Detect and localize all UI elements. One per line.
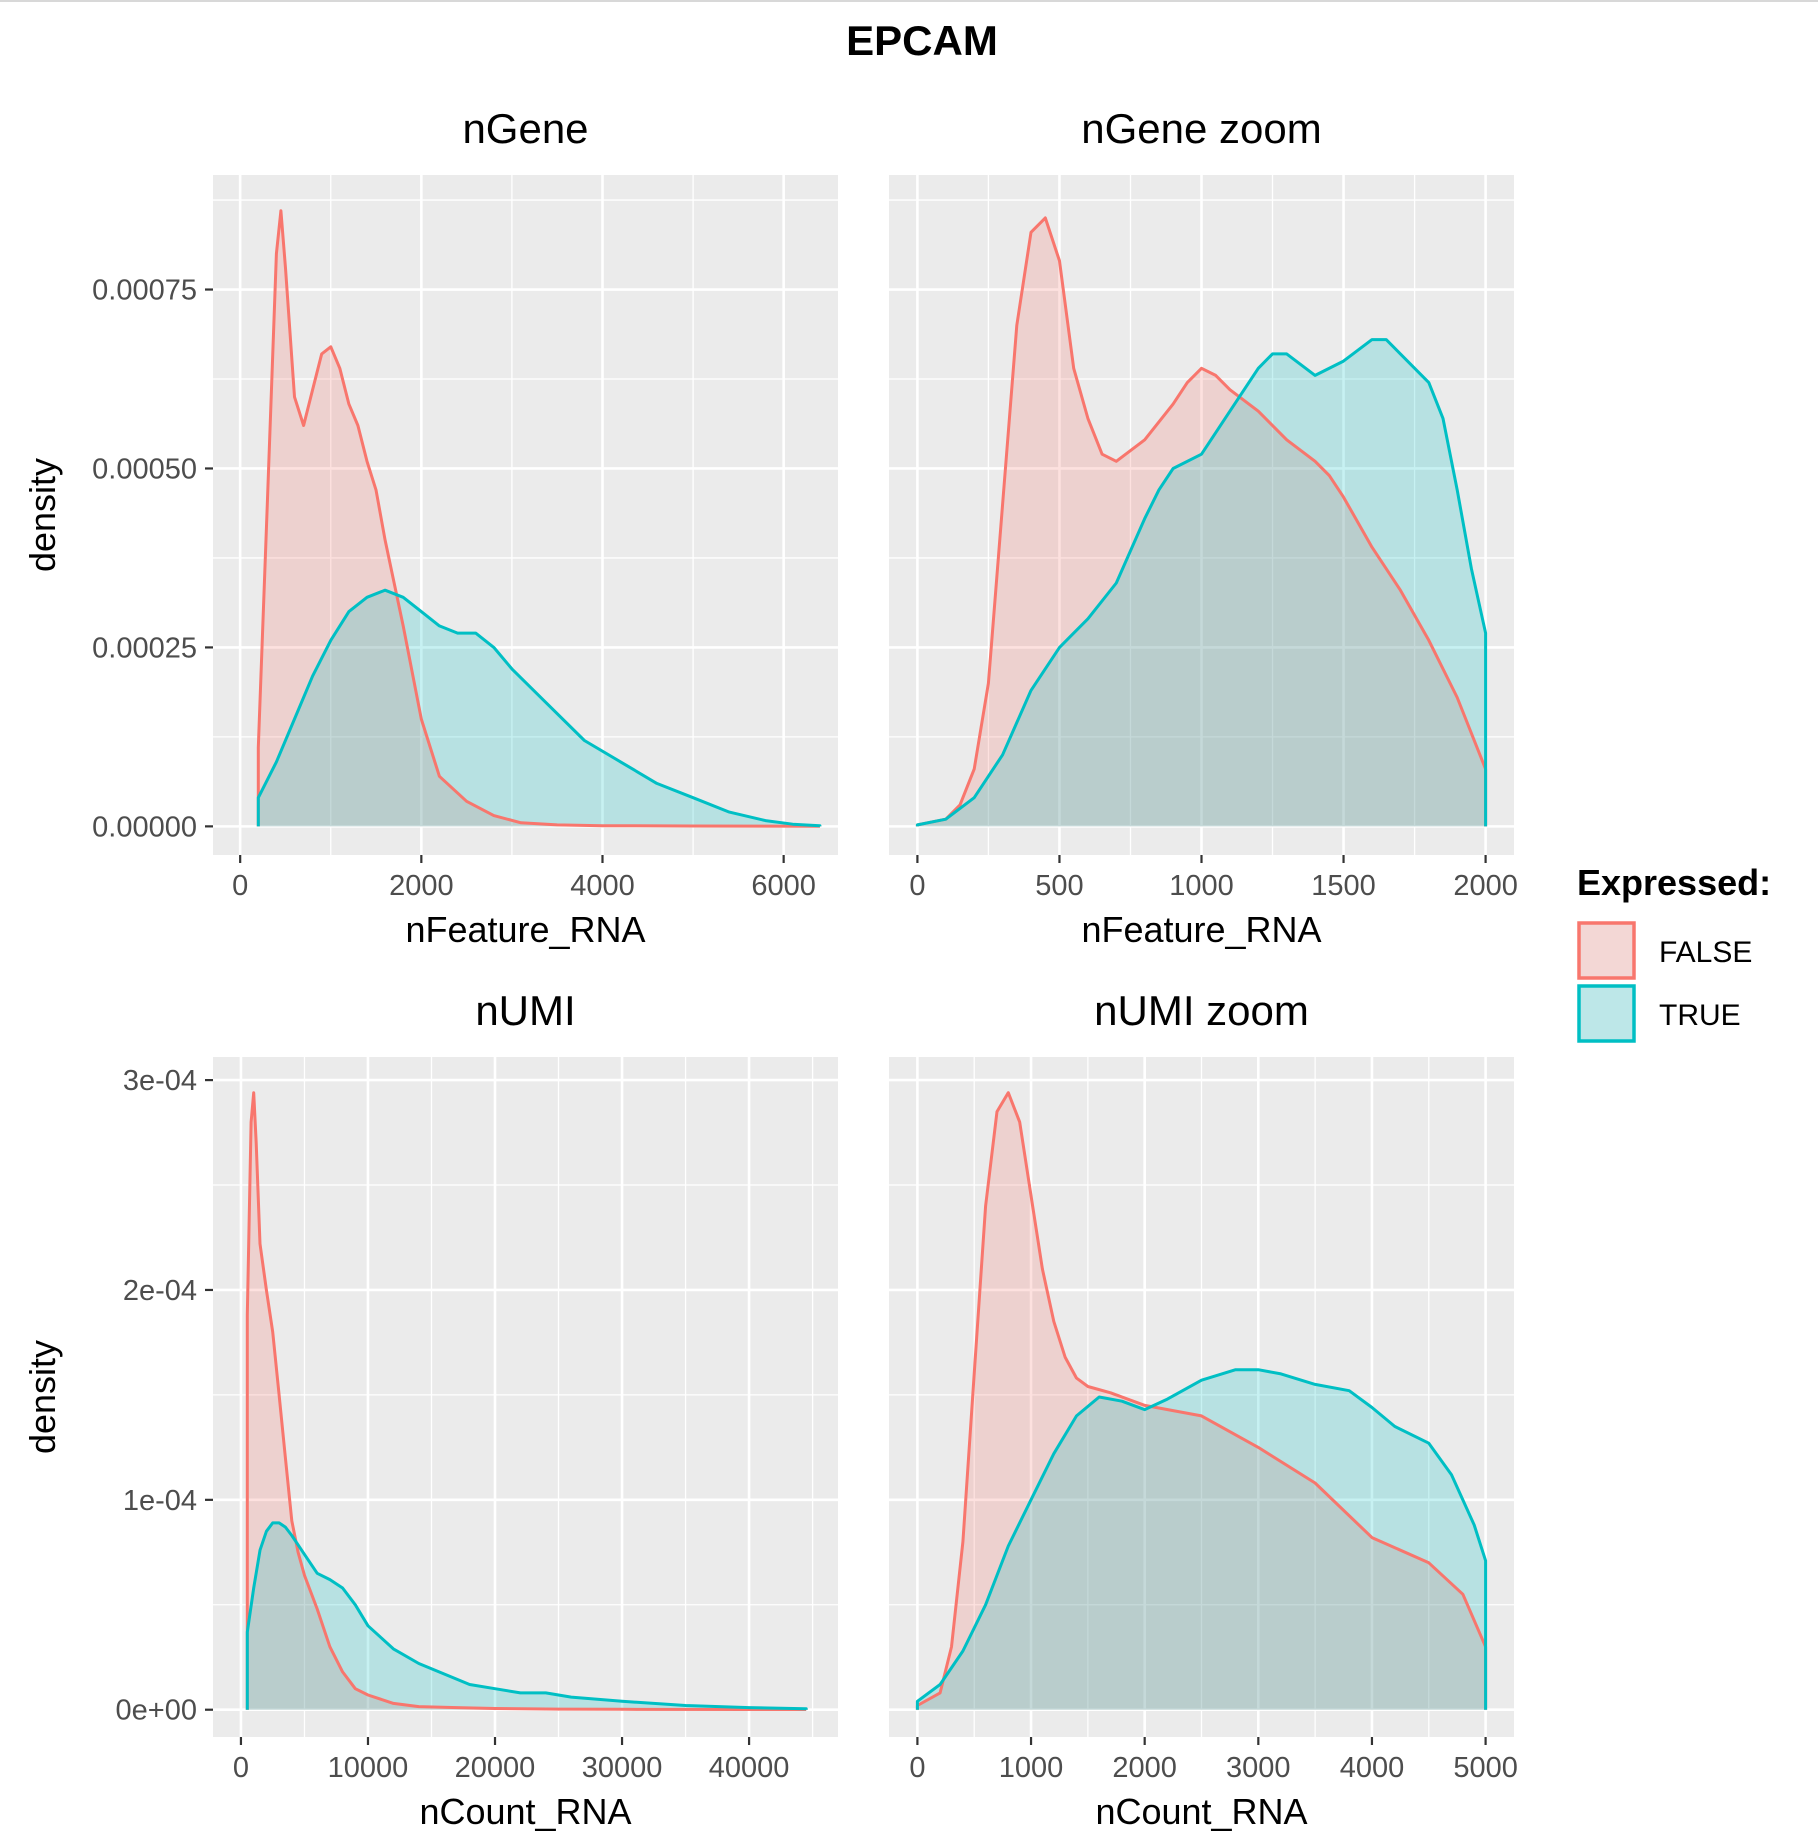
density-fill-true xyxy=(917,1369,1486,1710)
panel-title: nGene zoom xyxy=(1081,105,1321,152)
x-axis-label: nFeature_RNA xyxy=(1081,909,1321,950)
density-fill-false xyxy=(247,1092,807,1710)
x-axis-label: nFeature_RNA xyxy=(405,909,645,950)
top-border xyxy=(0,0,1818,2)
density-fill-false xyxy=(917,217,1486,827)
legend-key-background xyxy=(1578,985,1635,1042)
x-tick-label: 500 xyxy=(1035,870,1083,902)
y-axis-label: density xyxy=(22,458,63,572)
density-fill-true xyxy=(258,590,820,827)
density-line-true xyxy=(245,1521,808,1711)
panel-4: 0 1000 2000 3000 4000 5000 nUMI zoom nCount_RNA xyxy=(889,987,1518,1832)
x-axis-label: nCount_RNA xyxy=(1095,1791,1307,1832)
x-tick-label: 0 xyxy=(909,870,925,902)
y-tick-label: 0.00050 xyxy=(92,453,197,485)
x-tick-label: 3000 xyxy=(1226,1752,1291,1784)
figure-title: EPCAM xyxy=(846,17,998,64)
density-fill-false xyxy=(258,210,820,827)
density-line-false xyxy=(915,216,1488,827)
x-tick-label: 5000 xyxy=(1453,1752,1518,1784)
x-tick-label: 1000 xyxy=(999,1752,1064,1784)
x-tick-label: 0 xyxy=(909,1752,925,1784)
legend: Expressed: FALSE TRUE xyxy=(1577,862,1771,1043)
x-tick-label: 6000 xyxy=(751,870,816,902)
y-axis-label: density xyxy=(22,1340,63,1454)
x-tick-label: 40000 xyxy=(709,1752,790,1784)
x-tick-label: 4000 xyxy=(570,870,635,902)
legend-items: FALSE TRUE xyxy=(1577,921,1752,1043)
legend-key-background xyxy=(1578,922,1635,979)
density-line-true xyxy=(256,588,822,828)
legend-title: Expressed: xyxy=(1577,862,1771,903)
legend-label: TRUE xyxy=(1659,999,1741,1032)
density-line-true xyxy=(915,1368,1488,1710)
legend-label: FALSE xyxy=(1659,936,1752,969)
x-tick-label: 30000 xyxy=(582,1752,663,1784)
panel-title: nGene xyxy=(462,105,588,152)
legend-key-true xyxy=(1577,984,1636,1043)
density-fill-true xyxy=(917,339,1486,827)
density-line-false xyxy=(915,1091,1488,1710)
density-fill-false xyxy=(917,1092,1486,1710)
legend-key-false xyxy=(1577,921,1636,980)
y-tick-label: 2e-04 xyxy=(123,1275,197,1307)
x-tick-label: 10000 xyxy=(328,1752,409,1784)
x-tick-label: 4000 xyxy=(1340,1752,1405,1784)
density-line-true xyxy=(915,338,1488,827)
y-tick-label: 0.00000 xyxy=(92,811,197,843)
y-tick-label: 1e-04 xyxy=(123,1485,197,1517)
y-tick-label: 0e+00 xyxy=(116,1695,197,1727)
x-tick-label: 1000 xyxy=(1169,870,1234,902)
x-tick-label: 2000 xyxy=(1453,870,1518,902)
panel-1: 0 2000 4000 6000 0.00000 0.00025 0.00050 0.0007… xyxy=(22,105,838,950)
x-tick-label: 2000 xyxy=(389,870,454,902)
density-line-false xyxy=(245,1091,808,1711)
x-tick-label: 2000 xyxy=(1112,1752,1177,1784)
panel-background xyxy=(213,1057,838,1737)
panel-title: nUMI zoom xyxy=(1094,987,1309,1034)
panel-title: nUMI xyxy=(475,987,575,1034)
x-axis-label: nCount_RNA xyxy=(419,1791,631,1832)
density-fill-true xyxy=(247,1522,807,1710)
x-tick-label: 0 xyxy=(233,1752,249,1784)
x-tick-label: 1500 xyxy=(1311,870,1376,902)
y-tick-label: 0.00075 xyxy=(92,275,197,307)
y-tick-label: 0.00025 xyxy=(92,632,197,664)
x-tick-label: 0 xyxy=(232,870,248,902)
density-line-false xyxy=(256,209,822,828)
panel-3: 0 10000 20000 30000 40000 0e+00 1e-04 2e-04 3e-0… xyxy=(22,987,838,1832)
x-tick-label: 20000 xyxy=(455,1752,536,1784)
panels: 0 2000 4000 6000 0.00000 0.00025 0.00050 0.0007… xyxy=(22,105,1518,1832)
y-tick-label: 3e-04 xyxy=(123,1065,197,1097)
panel-2: 0 500 1000 1500 2000 nGene zoom nFeature_RNA xyxy=(889,105,1518,950)
